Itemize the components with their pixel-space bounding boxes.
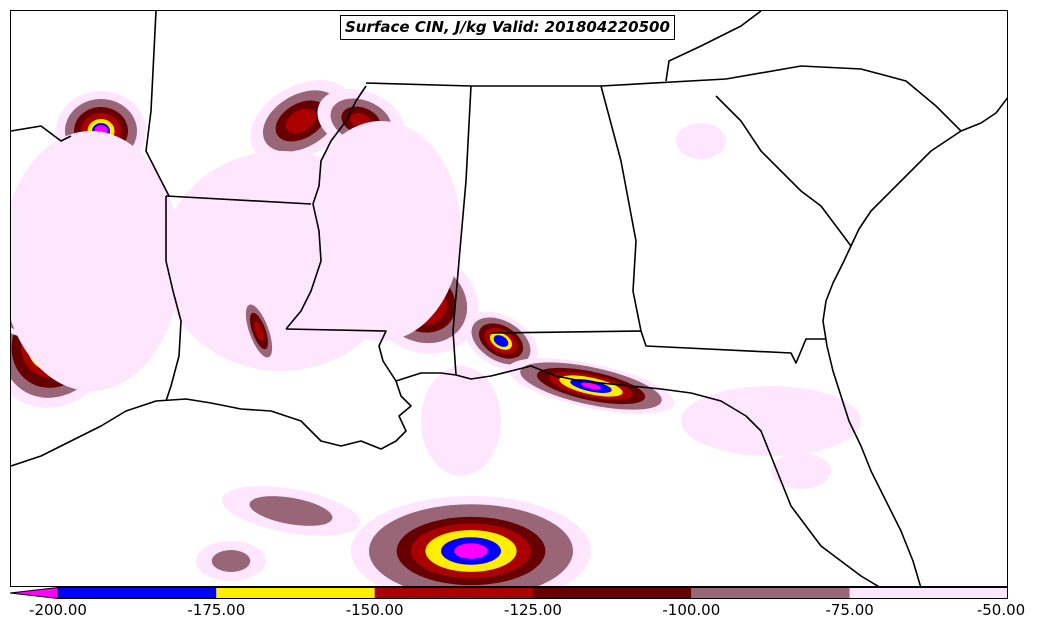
colorbar-tick-label: -200.00 <box>29 601 87 619</box>
fl-north-border <box>490 330 826 364</box>
colorbar-tick-label: -125.00 <box>504 601 562 619</box>
colorbar-tick-label: -175.00 <box>187 601 246 619</box>
colorbar-bin <box>849 587 1008 599</box>
al-ga-border <box>600 85 642 332</box>
map-title: Surface CIN, J/kg Valid: 201804220500 <box>340 15 675 40</box>
gulf-west-patch-mauve <box>249 496 333 526</box>
cin-fields <box>11 80 861 586</box>
colorbar-bin <box>533 587 692 599</box>
colorbar-tick-label: -50.00 <box>976 601 1026 619</box>
colorbar-bin <box>374 587 533 599</box>
ga-pink-patch-pink <box>676 123 726 159</box>
colorbar-tick-label: -75.00 <box>825 601 874 619</box>
colorbar-under-triangle <box>10 587 59 599</box>
texas-coast <box>11 365 880 586</box>
ar-south-border <box>165 195 312 205</box>
la-streak-red <box>254 321 264 341</box>
cin-map <box>11 11 1007 586</box>
state-boundaries <box>11 11 1007 586</box>
colorbar-outline <box>57 587 1008 599</box>
florida-east-coast <box>822 228 922 586</box>
arkansas-cell-red <box>285 108 317 134</box>
colorbar-bin <box>58 587 217 599</box>
colorbar-tick-label: -100.00 <box>662 601 721 619</box>
gulf-central-patch-pink <box>421 366 501 476</box>
nc-sc-border <box>725 65 962 132</box>
west-texas-coastline <box>11 125 72 142</box>
ga-sc-border <box>715 95 852 247</box>
gulf-sw-patch-mauve <box>211 550 251 572</box>
tx-la-border <box>165 196 182 402</box>
fl-panhandle-band-magenta <box>581 382 601 390</box>
colorbar-bin <box>691 587 850 599</box>
colorbar <box>10 587 1008 599</box>
ms-river-border <box>285 85 367 330</box>
colorbar-tick-label: -150.00 <box>345 601 404 619</box>
tn-south-border <box>365 78 727 87</box>
la-ms-border <box>285 328 397 382</box>
gulf-south-cell-magenta <box>454 543 488 559</box>
northeast-border <box>665 11 762 82</box>
al-coast-cell-blue <box>493 335 509 347</box>
ms-al-border <box>452 85 472 376</box>
southeast-coast <box>858 97 1007 230</box>
map-panel <box>10 10 1008 587</box>
ok-ar-border <box>145 11 170 197</box>
colorbar-bin <box>216 587 375 599</box>
fl-pink-field-pink <box>681 386 861 456</box>
fl-south-pink-pink <box>771 453 831 489</box>
ms-pink-field-pink <box>301 121 461 341</box>
texas-pink-field-pink <box>11 131 181 391</box>
